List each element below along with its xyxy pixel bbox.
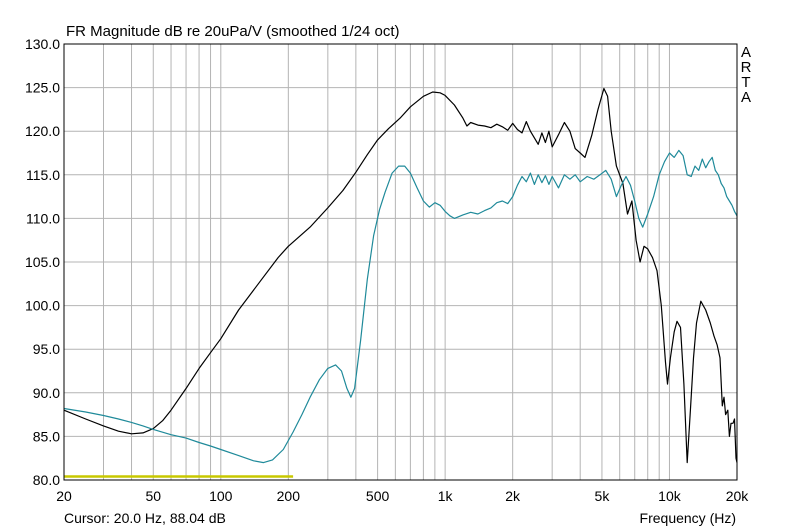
- y-tick-label: 85.0: [33, 428, 60, 444]
- cursor-readout: Cursor: 20.0 Hz, 88.04 dB: [64, 510, 226, 526]
- x-tick-label: 20k: [726, 488, 750, 504]
- x-tick-label: 100: [209, 488, 233, 504]
- x-tick-label: 500: [366, 488, 390, 504]
- x-axis-label: Frequency (Hz): [640, 510, 736, 526]
- y-tick-label: 90.0: [33, 385, 60, 401]
- brand-letter: R: [741, 59, 752, 76]
- x-tick-label: 5k: [595, 488, 611, 504]
- brand-letter: T: [741, 74, 750, 91]
- y-tick-label: 110.0: [26, 210, 60, 226]
- x-tick-label: 200: [277, 488, 301, 504]
- y-tick-label: 125.0: [25, 80, 60, 96]
- y-tick-label: 100.0: [25, 298, 60, 314]
- x-tick-labels: 20 50 100 200 500 1k 2k 5k 10k 20k: [56, 488, 749, 504]
- y-tick-labels: 80.0 85.0 90.0 95.0 100.0 105.0 110.0 115.0 120.…: [25, 36, 60, 488]
- x-tick-label: 2k: [505, 488, 521, 504]
- y-tick-label: 130.0: [25, 36, 60, 52]
- series-line-2: [63, 149, 738, 464]
- x-tick-label: 1k: [438, 488, 454, 504]
- brand-letter: A: [741, 89, 751, 106]
- y-tick-label: 95.0: [33, 341, 60, 357]
- y-tick-label: 105.0: [25, 254, 60, 270]
- plot-frame: [63, 43, 738, 481]
- y-tick-label: 120.0: [25, 123, 60, 139]
- series-layer: [63, 87, 738, 478]
- chart-title: FR Magnitude dB re 20uPa/V (smoothed 1/2…: [66, 23, 400, 40]
- series-line-1: [63, 87, 738, 464]
- brand-letter: A: [741, 44, 751, 61]
- x-tick-label: 20: [56, 488, 72, 504]
- y-tick-label: 115.0: [26, 167, 60, 183]
- y-tick-label: 80.0: [33, 472, 60, 488]
- x-tick-label: 10k: [658, 488, 682, 504]
- x-tick-label: 50: [145, 488, 161, 504]
